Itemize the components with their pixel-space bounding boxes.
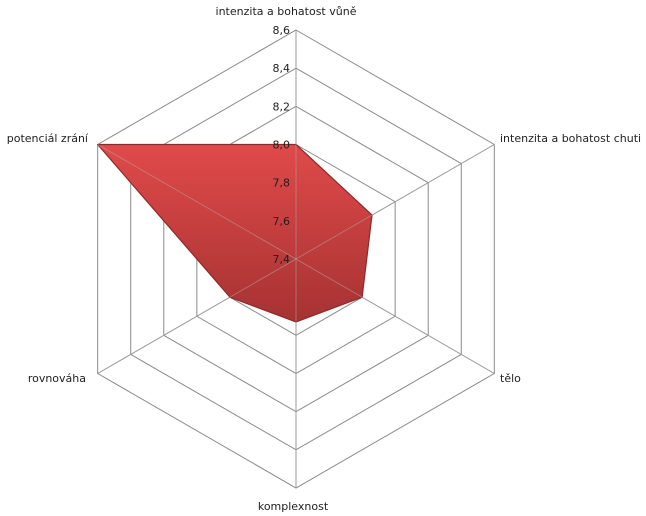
axis-label-layer: intenzita a bohatost vůně intenzita a boh… [7,5,641,513]
spoke-overlay-2 [295,258,495,374]
series-layer [97,30,495,488]
axis-label-0: intenzita a bohatost vůně [216,5,357,18]
tick-label-6: 8,6 [273,24,291,37]
spoke-overlay-4 [97,258,297,374]
axis-label-3: komplexnost [258,500,329,513]
tick-label-3: 8,0 [273,139,291,152]
tick-label-2: 7,8 [273,177,291,190]
tick-label-4: 8,2 [273,100,291,113]
tick-label-0: 7,4 [273,253,291,266]
axis-label-2: tělo [500,372,521,385]
axis-label-5: potenciál zrání [7,132,89,145]
tick-label-1: 7,6 [273,215,291,228]
spoke-overlay-5 [97,144,297,260]
tick-label-5: 8,4 [273,62,291,75]
axis-label-1: intenzita a bohatost chuti [500,132,641,145]
tick-layer: 7,4 7,6 7,8 8,0 8,2 8,4 8,6 [273,24,291,266]
spoke-overlay-1 [295,144,495,260]
axis-label-4: rovnováha [28,372,86,385]
series-area-0 [97,143,373,323]
